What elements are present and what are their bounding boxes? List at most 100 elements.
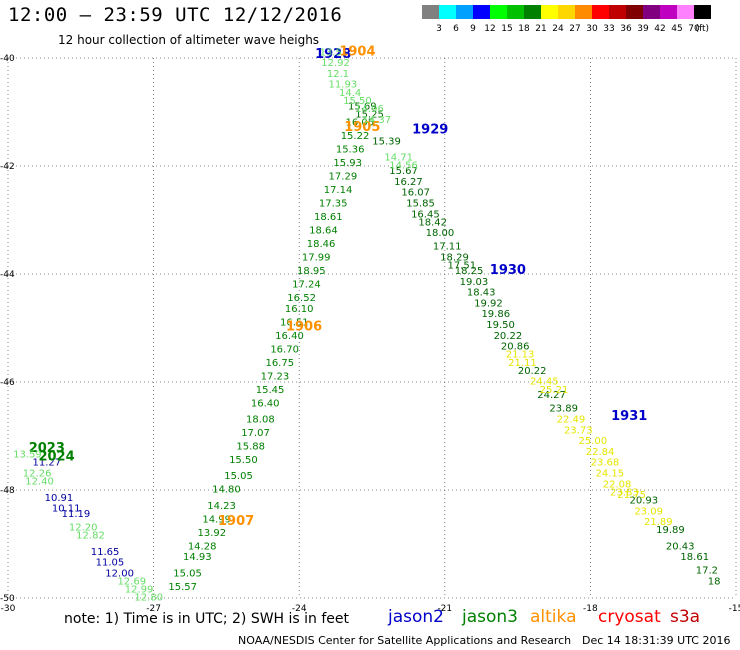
swh-value: 17.24	[292, 280, 321, 291]
swh-value: 19.92	[474, 298, 503, 309]
pass-label: 1931	[611, 409, 647, 424]
swh-value: 16.45	[411, 209, 440, 220]
swh-value: 12.99	[125, 585, 154, 596]
swh-value: 22.84	[586, 447, 615, 458]
swh-value: 12.82	[76, 531, 105, 542]
swh-value: 19.89	[656, 525, 685, 536]
swh-value: 15.22	[341, 131, 370, 142]
swh-value: 16.05	[346, 118, 375, 129]
swh-value: 20.22	[518, 366, 547, 377]
swh-value: 23.09	[634, 506, 663, 517]
legend-altika: altika	[530, 607, 577, 627]
swh-value: 24.45	[530, 377, 559, 388]
lat-tick-label: -50	[0, 594, 15, 604]
swh-value: 20.93	[629, 496, 658, 507]
swh-value: 20.43	[666, 541, 695, 552]
pass-label: 1904	[339, 44, 375, 59]
swh-value: 15.36	[336, 145, 365, 156]
swh-value: 18.25	[455, 266, 484, 277]
colorbar-label: 27	[569, 24, 580, 34]
pass-label: 1929	[412, 123, 448, 138]
colorbar-label: 30	[586, 24, 598, 34]
pass-label: 1930	[490, 263, 526, 278]
swh-value: 23.68	[591, 458, 620, 469]
swh-value: 13.5	[320, 47, 342, 58]
swh-value: 18.95	[297, 266, 326, 277]
swh-value: 23.73	[564, 425, 593, 436]
swh-value: 15.25	[355, 109, 384, 120]
swh-value: 21.13	[506, 350, 535, 361]
swh-value: 12.40	[25, 477, 54, 488]
swh-value: 15.05	[173, 568, 202, 579]
swh-value: 23.83	[610, 487, 639, 498]
pass-label: 1905	[344, 120, 380, 135]
colorbar-label: 6	[453, 24, 459, 34]
colorbar-label: 3	[436, 24, 442, 34]
pass-label: 2024	[38, 449, 74, 464]
swh-value: 18.43	[467, 288, 496, 299]
colorbar-swatch	[643, 5, 660, 19]
swh-value: 16.07	[401, 188, 430, 199]
swh-value: 18.61	[314, 212, 343, 223]
colorbar-label: 42	[654, 24, 665, 34]
swh-value: 15.39	[372, 136, 401, 147]
pass-label: 2023	[29, 441, 65, 456]
swh-value: 15.45	[256, 385, 285, 396]
swh-value: 22.49	[557, 415, 586, 426]
swh-value: 20.86	[501, 342, 530, 353]
swh-value: 18.42	[418, 217, 447, 228]
page-subtitle: 12 hour collection of altimeter wave hei…	[58, 33, 320, 47]
swh-value: 16.10	[285, 304, 314, 315]
swh-value: 15.67	[389, 166, 418, 177]
swh-value: 14.99	[202, 514, 231, 525]
swh-value: 13.59	[13, 450, 42, 461]
swh-value: 18.64	[309, 226, 338, 237]
colorbar-swatch	[439, 5, 456, 19]
generated-timestamp: Dec 14 18:31:39 UTC 2016	[582, 634, 731, 647]
colorbar-swatch	[677, 5, 694, 19]
lon-tick-label: -15	[729, 604, 740, 614]
legend-cryosat: cryosat	[598, 607, 661, 627]
swh-value: 17.07	[241, 428, 270, 439]
swh-value: 24.27	[537, 390, 566, 401]
swh-value: 17.35	[319, 199, 348, 210]
swh-value: 20.22	[494, 331, 523, 342]
colorbar-label: 70	[688, 24, 700, 34]
swh-value: 11.93	[329, 80, 358, 91]
swh-value: 15.05	[224, 471, 253, 482]
colorbar-label: 36	[620, 24, 632, 34]
pass-label: 1907	[218, 514, 254, 529]
lon-tick-label: -30	[1, 604, 16, 614]
colorbar-label: 39	[637, 24, 649, 34]
swh-value: 14.37	[363, 115, 392, 126]
swh-value: 19.50	[486, 320, 515, 331]
colorbar-swatch	[456, 5, 473, 19]
swh-value: 15.50	[343, 96, 372, 107]
colorbar-swatch	[541, 5, 558, 19]
swh-value: 19.03	[460, 277, 489, 288]
swh-value: 14.96	[355, 104, 384, 115]
swh-value: 12.20	[69, 523, 98, 534]
swh-value: 21.89	[644, 517, 673, 528]
swh-value: 16.40	[251, 398, 280, 409]
swh-value: 10.11	[52, 504, 81, 515]
colorbar-swatch	[507, 5, 524, 19]
swh-value: 11.19	[62, 509, 91, 520]
grid	[7, 57, 737, 599]
swh-value: 16.75	[265, 358, 294, 369]
swh-value: 21.75	[617, 490, 646, 501]
swh-value: 14.4	[339, 88, 361, 99]
swh-value: 12.26	[23, 469, 52, 480]
swh-value: 12.69	[117, 577, 146, 588]
pass-label: 1928	[315, 47, 351, 62]
lon-tick-label: -24	[292, 604, 307, 614]
swh-value: 14.93	[183, 552, 212, 563]
swh-value: 14.28	[188, 541, 217, 552]
colorbar: 3 6 9 12 15 18 21 24 27 30 33 36 39 42 45 70(ft)	[422, 5, 711, 34]
swh-value: 15.50	[229, 455, 258, 466]
lat-tick-label: -40	[0, 54, 15, 64]
